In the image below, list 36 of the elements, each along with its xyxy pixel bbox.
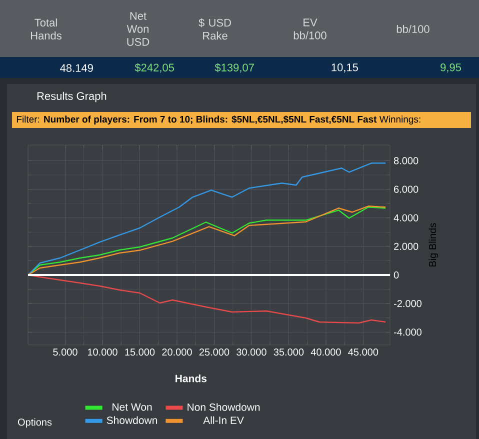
y-axis-title: Big Blinds bbox=[428, 223, 438, 266]
y-tick-label: 8.000 bbox=[394, 157, 418, 164]
x-tick-label: 45.000 bbox=[348, 348, 378, 356]
text: $ USD Rake bbox=[198, 18, 231, 40]
chart-subtitle: Filter: Number of players: From 7 to 10; Blinds: $5NL,€5NL,$5NL Fast,€5NL Fast Winnings: bbox=[16, 115, 420, 125]
x-axis-title: Hands bbox=[176, 374, 207, 382]
text: EV bb/100 bbox=[294, 18, 326, 40]
text: 9,95 bbox=[440, 63, 461, 73]
x-tick-label: 40.000 bbox=[310, 348, 341, 356]
legend-label: Non Showdown bbox=[188, 403, 260, 411]
x-tick-label: 30.000 bbox=[236, 348, 266, 356]
line-series bbox=[28, 162, 386, 276]
y-tick-label: 2.000 bbox=[394, 242, 418, 250]
x-tick-label: 5.000 bbox=[53, 348, 78, 356]
y-tick-label: 6.000 bbox=[394, 186, 418, 193]
text: 10,15 bbox=[332, 63, 358, 73]
y-tick-label: 0 bbox=[394, 271, 399, 279]
text: 48.149 bbox=[60, 64, 93, 72]
x-tick-label: 25.000 bbox=[199, 348, 230, 356]
legend-label: Net Won bbox=[112, 403, 152, 411]
text: $242,05 bbox=[134, 63, 174, 73]
x-tick-label: 10.000 bbox=[88, 348, 118, 356]
x-tick-label: 35.000 bbox=[274, 348, 304, 356]
legend-label: Showdown bbox=[106, 416, 158, 424]
text: Options bbox=[18, 418, 52, 428]
chart-title: Results Graph bbox=[37, 92, 106, 102]
x-tick-label: 20.000 bbox=[162, 348, 192, 356]
legend-label: All-In EV bbox=[203, 416, 244, 424]
text: Total Hands bbox=[31, 18, 62, 40]
y-tick-label: -2.000 bbox=[394, 300, 422, 308]
y-tick-label: 4.000 bbox=[394, 214, 418, 222]
text: Net Won USD bbox=[126, 12, 150, 46]
text: bb/100 bbox=[396, 24, 430, 34]
y-tick-label: -4.000 bbox=[394, 328, 422, 336]
text: $139,07 bbox=[214, 63, 254, 73]
x-tick-label: 15.000 bbox=[125, 348, 155, 356]
